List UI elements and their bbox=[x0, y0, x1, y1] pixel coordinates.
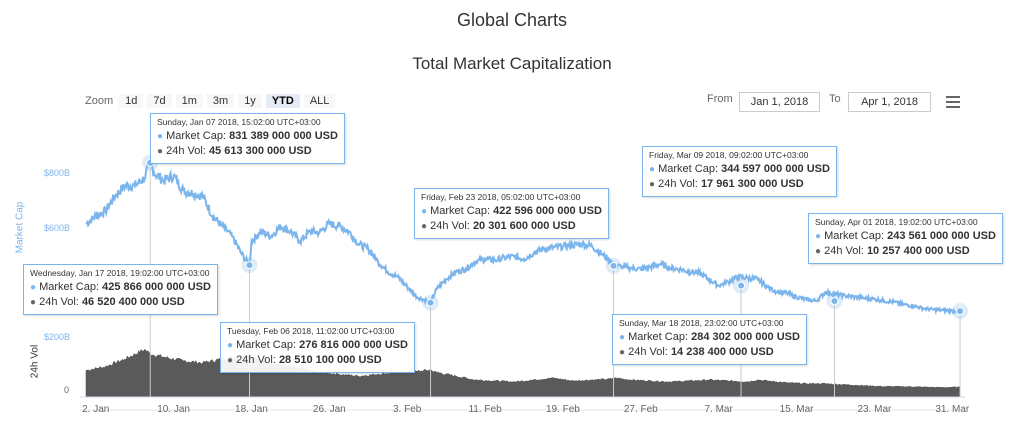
zoom-bar: Zoom 1d 7d 1m 3m 1y YTD ALL bbox=[85, 94, 339, 108]
tooltip-date: Sunday, Mar 18 2018, 23:02:00 UTC+03:00 bbox=[619, 318, 784, 328]
tooltip-date: Wednesday, Jan 17 2018, 19:02:00 UTC+03:… bbox=[30, 268, 210, 278]
tooltip-cap-value: 276 816 000 000 USD bbox=[299, 339, 408, 351]
y-tick-label: $800B bbox=[44, 168, 71, 178]
y-tick-label: $200B bbox=[44, 332, 71, 342]
tooltip-cap-value: 284 302 000 000 USD bbox=[691, 331, 800, 343]
from-date-input[interactable]: Jan 1, 2018 bbox=[739, 92, 820, 112]
tooltip-cap-value: 422 596 000 000 USD bbox=[493, 205, 602, 217]
x-tick-label: 3. Feb bbox=[393, 404, 422, 415]
tooltip-mar18: Sunday, Mar 18 2018, 23:02:00 UTC+03:00 … bbox=[612, 314, 807, 365]
tooltip-vol-value: 10 257 400 000 USD bbox=[866, 245, 970, 257]
tooltip-jan07: Sunday, Jan 07 2018, 15:02:00 UTC+03:00 … bbox=[150, 113, 345, 164]
tooltip-vol-value: 46 520 400 000 USD bbox=[81, 296, 185, 308]
hover-marker bbox=[737, 281, 746, 290]
zoom-button-all[interactable]: ALL bbox=[303, 94, 336, 108]
zoom-button-1y[interactable]: 1y bbox=[238, 94, 262, 108]
x-tick-label: 10. Jan bbox=[157, 404, 190, 415]
zoom-button-7d[interactable]: 7d bbox=[147, 94, 172, 108]
y-axis-title-volume: 24h Vol bbox=[29, 344, 41, 379]
tooltip-date: Sunday, Jan 07 2018, 15:02:00 UTC+03:00 bbox=[157, 117, 321, 127]
to-date-input[interactable]: Apr 1, 2018 bbox=[848, 92, 931, 112]
volume-area bbox=[85, 348, 961, 398]
tooltip-date: Friday, Mar 09 2018, 09:02:00 UTC+03:00 bbox=[649, 150, 809, 160]
market-cap-line bbox=[85, 158, 961, 316]
hover-marker bbox=[426, 298, 435, 307]
x-tick-label: 15. Mar bbox=[779, 404, 814, 415]
chart-title: Total Market Capitalization bbox=[412, 54, 612, 73]
zoom-button-3m[interactable]: 3m bbox=[206, 94, 235, 108]
tooltip-vol-label: 24h Vol: bbox=[39, 296, 79, 308]
tooltip-vol-label: 24h Vol: bbox=[824, 245, 864, 257]
x-tick-label: 23. Mar bbox=[857, 404, 892, 415]
zoom-button-1m[interactable]: 1m bbox=[175, 94, 203, 108]
x-tick-label: 2. Jan bbox=[82, 404, 110, 415]
tooltip-date: Sunday, Apr 01 2018, 19:02:00 UTC+03:00 bbox=[815, 217, 978, 227]
x-tick-label: 19. Feb bbox=[545, 404, 580, 415]
zoom-button-ytd[interactable]: YTD bbox=[265, 94, 300, 108]
hamburger-menu-icon[interactable] bbox=[946, 96, 960, 108]
tooltip-cap-value: 425 866 000 000 USD bbox=[102, 281, 211, 293]
hover-markers bbox=[142, 154, 969, 320]
tooltip-vol-value: 17 961 300 000 USD bbox=[700, 178, 804, 190]
tooltip-mar09: Friday, Mar 09 2018, 09:02:00 UTC+03:00 … bbox=[642, 146, 837, 197]
page-title: Global Charts bbox=[456, 10, 568, 30]
tooltip-vol-label: 24h Vol: bbox=[658, 178, 698, 190]
tooltip-feb06: Tuesday, Feb 06 2018, 11:02:00 UTC+03:00… bbox=[220, 322, 415, 373]
tooltip-cap-label: Market Cap: bbox=[824, 230, 885, 242]
tooltip-jan17: Wednesday, Jan 17 2018, 19:02:00 UTC+03:… bbox=[23, 264, 218, 315]
tooltip-cap-label: Market Cap: bbox=[236, 339, 297, 351]
tooltip-apr01: Sunday, Apr 01 2018, 19:02:00 UTC+03:00 … bbox=[808, 213, 1003, 264]
y-tick-label-volume: 0 bbox=[64, 385, 70, 395]
x-tick-label: 11. Feb bbox=[468, 404, 502, 415]
tooltip-vol-value: 28 510 100 000 USD bbox=[278, 354, 382, 366]
tooltip-vol-value: 45 613 300 000 USD bbox=[208, 145, 312, 157]
tooltip-cap-value: 831 389 000 000 USD bbox=[229, 130, 338, 142]
x-tick-label: 31. Mar bbox=[935, 404, 970, 415]
x-tick-label: 26. Jan bbox=[312, 404, 346, 415]
hover-marker bbox=[830, 297, 839, 306]
tooltip-cap-label: Market Cap: bbox=[628, 331, 689, 343]
tooltip-cap-label: Market Cap: bbox=[166, 130, 227, 142]
x-tick-label: 18. Jan bbox=[235, 404, 268, 415]
tooltip-vol-value: 20 301 600 000 USD bbox=[472, 220, 576, 232]
tooltip-feb23: Friday, Feb 23 2018, 05:02:00 UTC+03:00 … bbox=[414, 188, 609, 239]
tooltip-vol-label: 24h Vol: bbox=[430, 220, 470, 232]
volume-series bbox=[85, 348, 961, 398]
market-cap-series bbox=[85, 158, 961, 316]
tooltip-date: Friday, Feb 23 2018, 05:02:00 UTC+03:00 bbox=[421, 192, 581, 202]
y-axis-title-market-cap: Market Cap bbox=[14, 201, 26, 254]
x-tick-label: 27. Feb bbox=[623, 404, 658, 415]
tooltip-vol-label: 24h Vol: bbox=[236, 354, 276, 366]
tooltip-vol-value: 14 238 400 000 USD bbox=[670, 346, 774, 358]
hover-marker bbox=[245, 261, 254, 270]
tooltip-cap-label: Market Cap: bbox=[430, 205, 491, 217]
hover-marker bbox=[956, 307, 965, 316]
tooltip-cap-label: Market Cap: bbox=[39, 281, 100, 293]
to-label: To bbox=[829, 93, 841, 105]
zoom-label: Zoom bbox=[85, 95, 114, 107]
tooltip-cap-value: 344 597 000 000 USD bbox=[721, 163, 830, 175]
tooltip-cap-value: 243 561 000 000 USD bbox=[887, 230, 996, 242]
y-tick-label: $600B bbox=[44, 223, 71, 233]
tooltip-date: Tuesday, Feb 06 2018, 11:02:00 UTC+03:00 bbox=[227, 326, 395, 336]
hover-marker bbox=[609, 261, 618, 270]
from-label: From bbox=[707, 93, 733, 105]
tooltip-vol-label: 24h Vol: bbox=[166, 145, 206, 157]
tooltip-vol-label: 24h Vol: bbox=[628, 346, 668, 358]
x-tick-label: 7. Mar bbox=[704, 404, 733, 415]
zoom-button-1d[interactable]: 1d bbox=[119, 94, 144, 108]
tooltip-cap-label: Market Cap: bbox=[658, 163, 719, 175]
